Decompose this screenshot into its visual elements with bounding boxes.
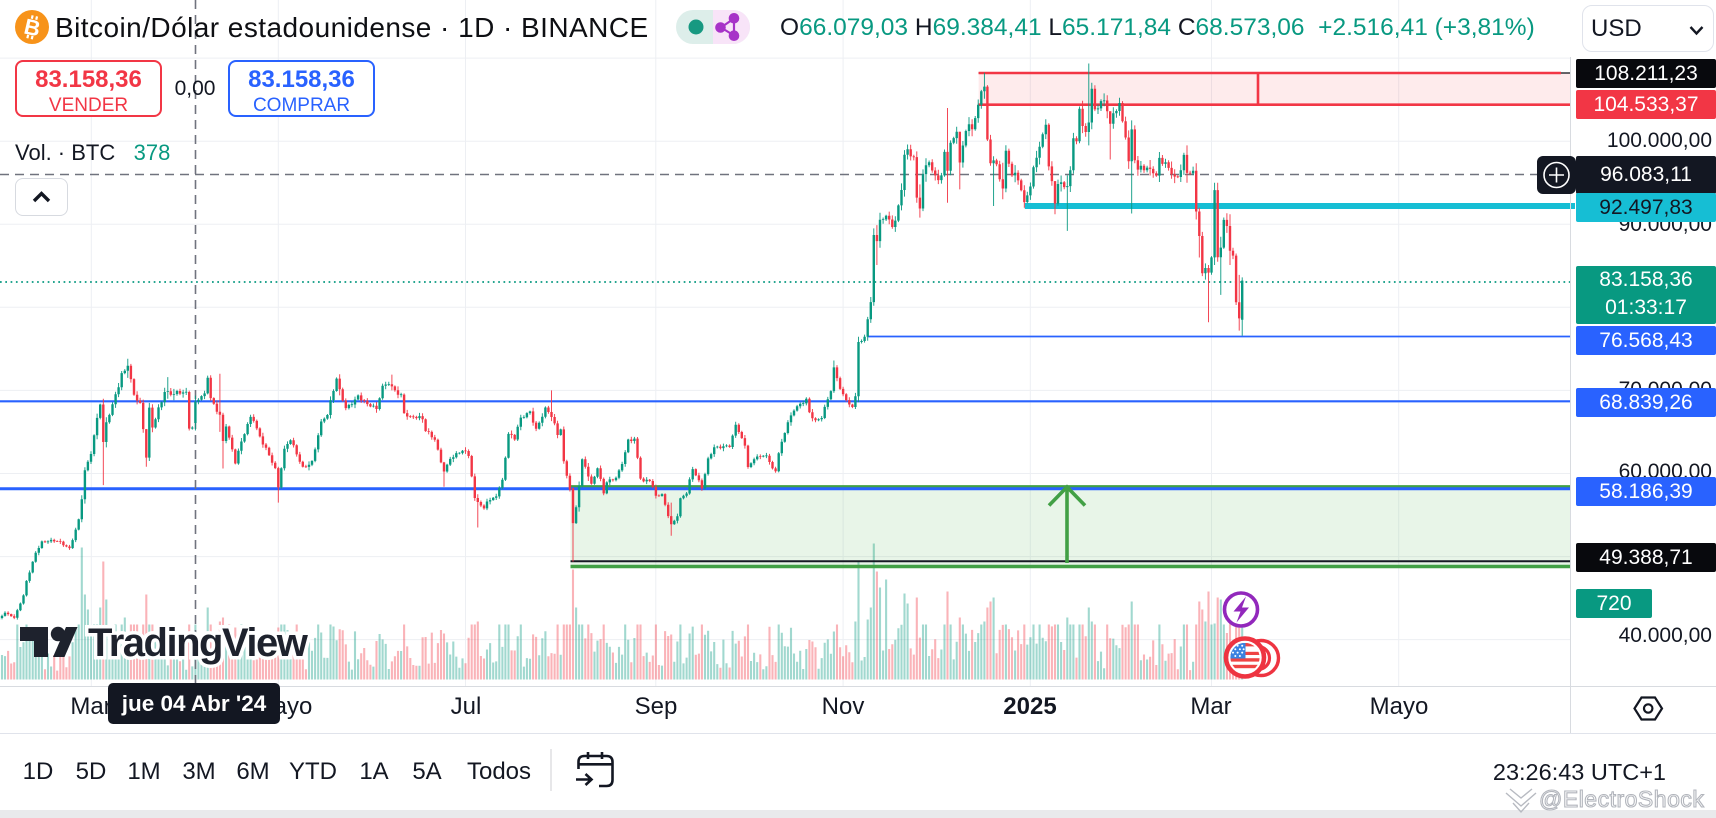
svg-text:@ElectroShock: @ElectroShock bbox=[1539, 786, 1704, 812]
svg-text:TradingView: TradingView bbox=[88, 621, 309, 665]
svg-text:B: B bbox=[21, 14, 42, 42]
